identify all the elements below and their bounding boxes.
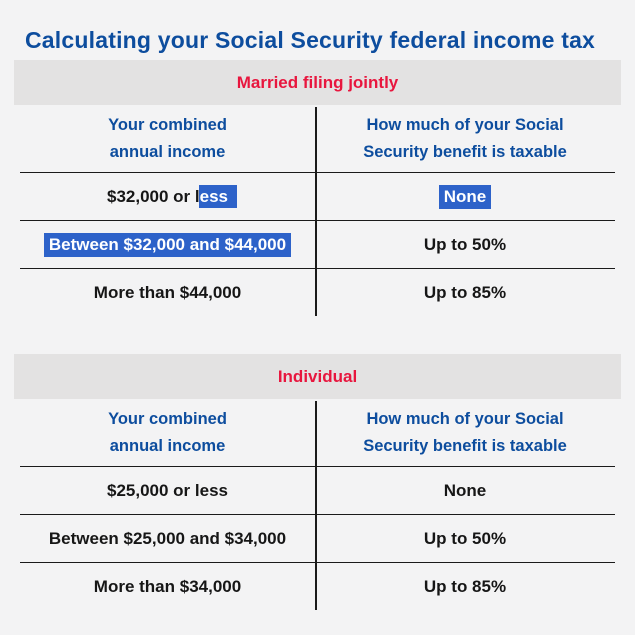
income-text: More than $34,000 xyxy=(93,576,242,596)
taxable-text: None xyxy=(443,480,487,500)
income-cell: Between $32,000 and $44,000 xyxy=(20,221,315,268)
taxable-text: Up to 85% xyxy=(423,576,507,596)
selection-highlight: None xyxy=(438,184,492,209)
column-header-taxable-line2: Security benefit is taxable xyxy=(363,142,567,161)
taxable-cell: None xyxy=(315,173,615,220)
table-title-band: Married filing jointly xyxy=(14,60,621,105)
income-cell: Between $25,000 and $34,000 xyxy=(20,515,315,562)
column-header-income: Your combined annual income xyxy=(20,105,315,172)
column-header-row: Your combined annual income How much of … xyxy=(20,399,615,466)
page-title: Calculating your Social Security federal… xyxy=(25,27,596,54)
income-text: More than $44,000 xyxy=(93,282,242,302)
income-text: $32,000 or less xyxy=(107,184,237,208)
income-text-unselected: $32,000 or l xyxy=(107,186,200,206)
income-cell: $25,000 or less xyxy=(20,467,315,514)
table-row: Between $25,000 and $34,000 Up to 50% xyxy=(20,514,615,562)
taxable-text: Up to 50% xyxy=(423,528,507,548)
table-row: More than $44,000 Up to 85% xyxy=(20,268,615,316)
column-header-taxable-line1: How much of your Social xyxy=(366,115,564,134)
column-divider xyxy=(315,107,317,316)
column-divider xyxy=(315,401,317,610)
table-row: More than $34,000 Up to 85% xyxy=(20,562,615,610)
taxable-cell: None xyxy=(315,467,615,514)
table-body: Your combined annual income How much of … xyxy=(20,105,615,316)
taxable-text: Up to 50% xyxy=(423,234,507,254)
column-header-income-line1: Your combined xyxy=(108,115,227,134)
income-cell: $32,000 or less xyxy=(20,173,315,220)
column-header-row: Your combined annual income How much of … xyxy=(20,105,615,172)
column-header-taxable: How much of your Social Security benefit… xyxy=(315,399,615,466)
table-individual: Individual Your combined annual income H… xyxy=(14,354,621,610)
column-header-taxable-line1: How much of your Social xyxy=(366,409,564,428)
table-title: Married filing jointly xyxy=(236,72,399,92)
taxable-cell: Up to 85% xyxy=(315,269,615,316)
column-header-income: Your combined annual income xyxy=(20,399,315,466)
taxable-cell: Up to 50% xyxy=(315,221,615,268)
column-header-income-line2: annual income xyxy=(109,436,226,455)
table-body: Your combined annual income How much of … xyxy=(20,399,615,610)
column-header-taxable-line2: Security benefit is taxable xyxy=(363,436,567,455)
table-row: $32,000 or less None xyxy=(20,172,615,220)
income-text: Between $25,000 and $34,000 xyxy=(48,528,287,548)
selection-highlight: ess xyxy=(198,184,237,208)
selection-highlight: Between $32,000 and $44,000 xyxy=(43,232,292,257)
taxable-cell: Up to 85% xyxy=(315,563,615,610)
table-row: $25,000 or less None xyxy=(20,466,615,514)
income-cell: More than $44,000 xyxy=(20,269,315,316)
table-row: Between $32,000 and $44,000 Up to 50% xyxy=(20,220,615,268)
income-cell: More than $34,000 xyxy=(20,563,315,610)
table-title-band: Individual xyxy=(14,354,621,399)
taxable-text: Up to 85% xyxy=(423,282,507,302)
column-header-income-line1: Your combined xyxy=(108,409,227,428)
table-title: Individual xyxy=(277,366,358,386)
column-header-income-line2: annual income xyxy=(109,142,226,161)
table-married-filing-jointly: Married filing jointly Your combined ann… xyxy=(14,60,621,316)
income-text: $25,000 or less xyxy=(107,480,228,500)
taxable-cell: Up to 50% xyxy=(315,515,615,562)
column-header-taxable: How much of your Social Security benefit… xyxy=(315,105,615,172)
